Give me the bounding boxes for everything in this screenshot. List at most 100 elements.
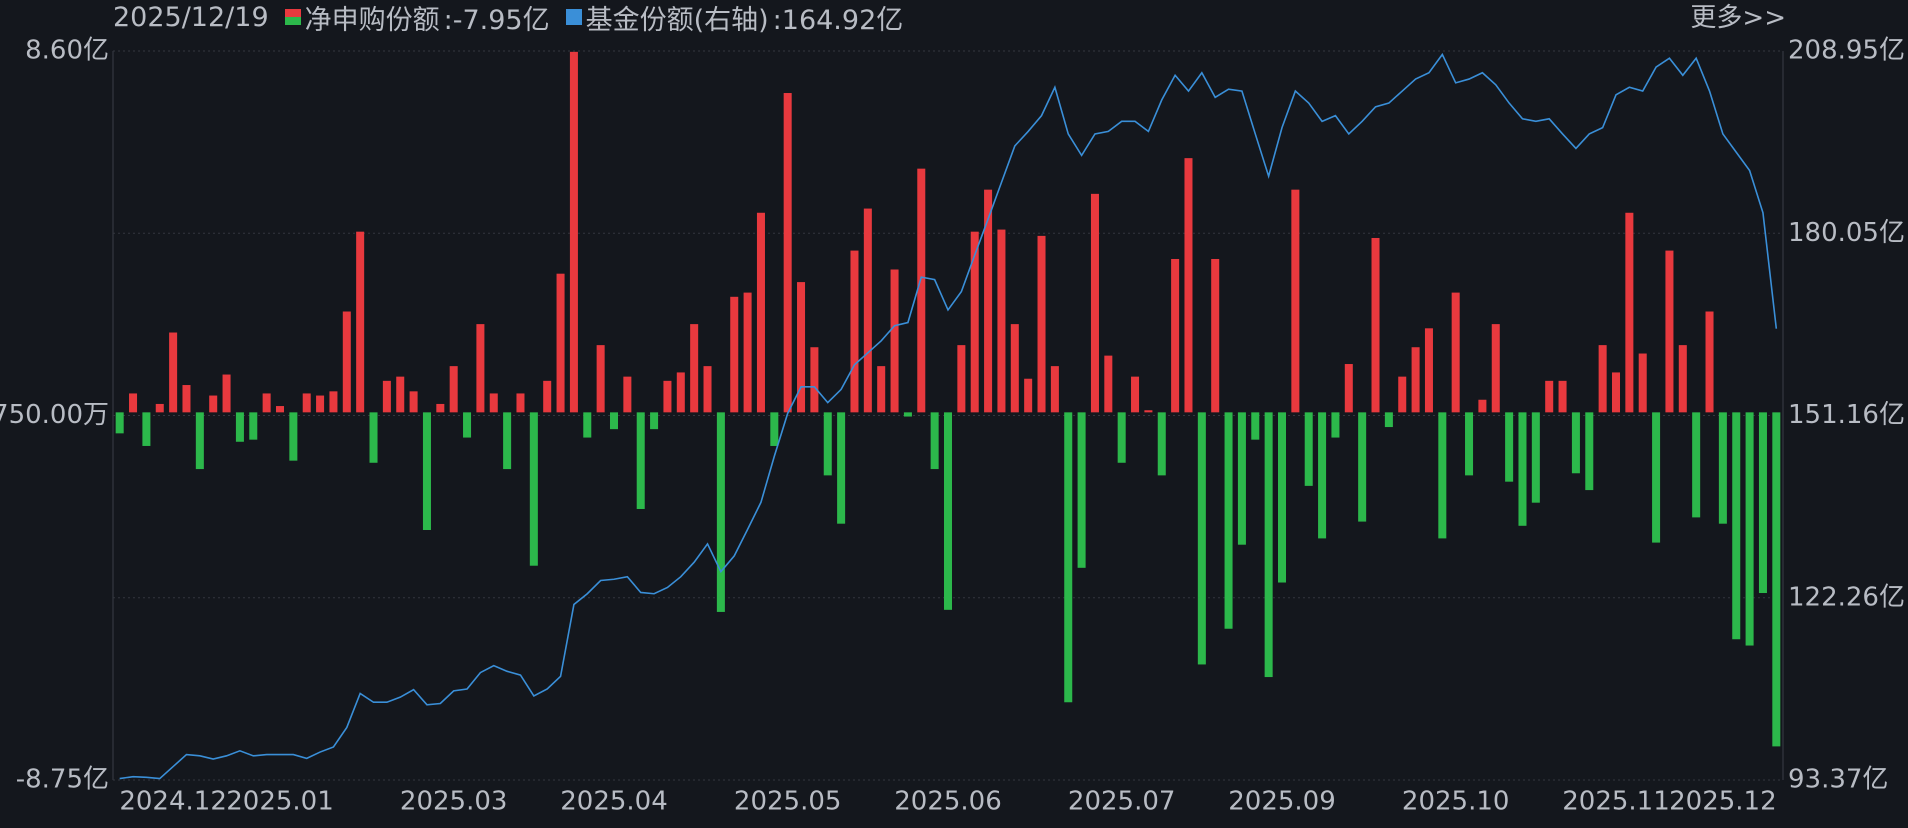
bar xyxy=(543,380,552,413)
x-tick-label: 2025.04 xyxy=(560,787,668,817)
bar xyxy=(569,51,578,413)
x-tick-label: 2025.06 xyxy=(894,787,1002,817)
bar xyxy=(516,393,525,413)
bar xyxy=(984,189,993,413)
bar xyxy=(623,376,632,413)
bar xyxy=(970,231,979,413)
bar xyxy=(650,412,659,430)
bar xyxy=(1077,412,1086,568)
bar xyxy=(1758,412,1767,594)
bar xyxy=(1104,355,1113,413)
bar xyxy=(1050,366,1059,413)
bar xyxy=(716,412,725,612)
bar xyxy=(275,406,285,413)
y2-tick-label: 122.26亿 xyxy=(1788,582,1905,612)
bar xyxy=(1064,412,1073,703)
more-link[interactable]: 更多>> xyxy=(1690,3,1786,33)
bar xyxy=(1692,412,1701,518)
bar xyxy=(1451,292,1460,413)
bar xyxy=(1251,412,1260,440)
bar xyxy=(1358,412,1367,522)
legend-swatch xyxy=(284,9,301,25)
bar xyxy=(1732,412,1741,640)
bar xyxy=(1665,250,1674,413)
legend-label: 净申购份额 xyxy=(304,4,440,36)
bar xyxy=(1465,412,1474,476)
bar xyxy=(756,212,765,413)
bar xyxy=(1344,364,1353,413)
bar xyxy=(609,412,619,430)
bar xyxy=(863,208,872,413)
bar xyxy=(235,412,244,442)
x-tick-label: 2024.12 xyxy=(119,787,227,817)
bar xyxy=(356,231,365,413)
bar xyxy=(1585,412,1594,491)
bar xyxy=(1024,378,1033,413)
bar xyxy=(1277,412,1287,583)
bar xyxy=(1518,412,1527,526)
y-tick-label: -750.00万 xyxy=(0,400,109,430)
bar xyxy=(369,412,378,463)
bar xyxy=(409,391,418,413)
bar xyxy=(1638,353,1647,413)
bar xyxy=(302,393,311,413)
bar xyxy=(422,412,431,530)
bar xyxy=(957,345,966,413)
bar xyxy=(1478,399,1487,413)
bar xyxy=(449,366,458,413)
y2-tick-label: 93.37亿 xyxy=(1788,765,1888,795)
bar xyxy=(1304,412,1313,486)
bar xyxy=(917,168,926,413)
bar xyxy=(703,366,712,413)
bar xyxy=(770,412,779,446)
bar xyxy=(1224,412,1233,629)
bar xyxy=(182,385,191,413)
bar xyxy=(1384,412,1393,428)
bar xyxy=(169,332,178,413)
bar xyxy=(797,282,806,413)
bar xyxy=(262,393,271,413)
bar xyxy=(249,412,258,440)
bar xyxy=(142,412,151,446)
bar xyxy=(730,296,739,413)
bar xyxy=(342,311,351,413)
bar xyxy=(1157,412,1166,476)
y2-tick-label: 151.16亿 xyxy=(1788,400,1905,430)
bar xyxy=(463,412,472,438)
x-tick-label: 2025.09 xyxy=(1228,787,1336,817)
bar xyxy=(1625,212,1634,413)
bar xyxy=(1398,376,1407,413)
x-tick-label: 2025.07 xyxy=(1068,787,1176,817)
bar xyxy=(1571,412,1580,474)
x-tick-label: 2025.03 xyxy=(400,787,508,817)
bar xyxy=(1745,412,1754,646)
bar xyxy=(476,324,485,413)
legend-value: :164.92亿 xyxy=(772,4,904,36)
bar xyxy=(489,393,498,413)
y-tick-label: 8.60亿 xyxy=(25,36,109,66)
bar xyxy=(556,273,565,413)
bar xyxy=(195,412,204,470)
bar xyxy=(1611,372,1621,413)
bar xyxy=(1678,345,1687,413)
bar xyxy=(1598,345,1607,413)
legend-swatch xyxy=(565,9,582,25)
bar xyxy=(1211,258,1220,413)
line xyxy=(119,52,1778,780)
bar xyxy=(783,93,792,413)
bar xyxy=(1491,324,1500,413)
bar xyxy=(1197,412,1206,665)
bar xyxy=(1531,412,1540,503)
bar xyxy=(209,395,218,413)
x-tick-label: 2025.11 xyxy=(1562,787,1670,817)
bar xyxy=(1010,324,1019,413)
bar xyxy=(436,403,445,413)
bar xyxy=(890,269,899,413)
bar xyxy=(1718,412,1727,524)
bar xyxy=(503,412,512,470)
bar xyxy=(1371,237,1380,413)
bar xyxy=(1652,412,1661,543)
bar xyxy=(636,412,645,509)
bar xyxy=(1411,347,1420,413)
